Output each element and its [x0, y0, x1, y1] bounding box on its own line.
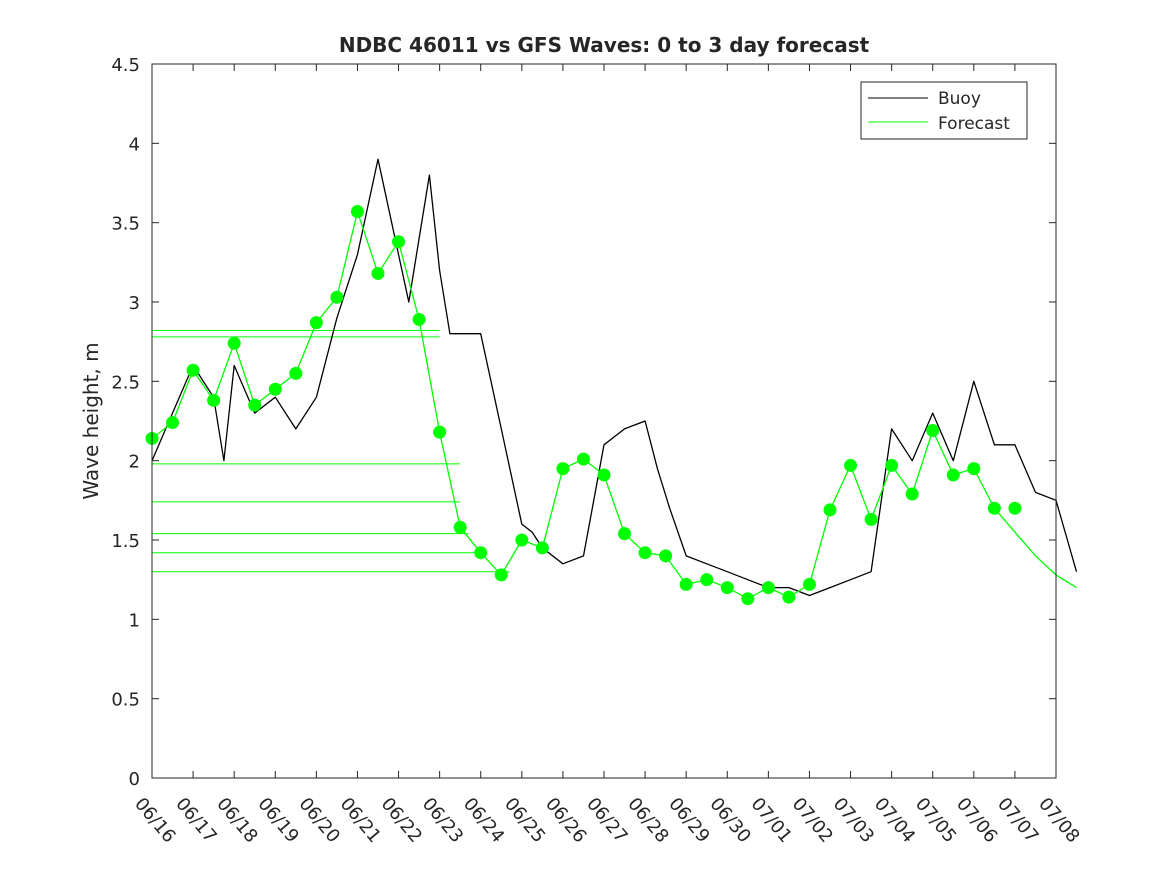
forecast-marker	[844, 458, 858, 472]
y-tick-label: 1	[129, 610, 140, 631]
forecast-marker	[618, 527, 632, 541]
forecast-marker	[494, 568, 508, 582]
forecast-marker	[330, 290, 344, 304]
forecast-marker	[371, 266, 385, 280]
forecast-marker	[782, 590, 796, 604]
forecast-marker	[679, 577, 693, 591]
forecast-marker	[412, 312, 426, 326]
y-axis-label: Wave height, m	[79, 342, 103, 499]
forecast-marker	[638, 546, 652, 560]
legend-forecast-label: Forecast	[938, 114, 1010, 134]
forecast-marker	[268, 382, 282, 396]
forecast-marker	[967, 462, 981, 476]
forecast-marker	[700, 573, 714, 587]
legend: Buoy Forecast	[860, 81, 1028, 140]
series-line-forecast	[151, 210, 1077, 600]
forecast-marker	[987, 501, 1001, 515]
forecast-marker	[433, 425, 447, 439]
legend-buoy-label: Buoy	[938, 89, 981, 109]
y-tick-label: 4	[129, 134, 140, 155]
reference-lines	[152, 330, 510, 573]
forecast-marker	[207, 393, 221, 407]
forecast-marker	[802, 577, 816, 591]
forecast-marker	[576, 452, 590, 466]
series-layer	[151, 158, 1078, 600]
series-line-buoy	[151, 158, 1078, 597]
forecast-marker	[474, 546, 488, 560]
y-tick-label: 2.5	[111, 372, 140, 393]
forecast-marker	[823, 503, 837, 517]
forecast-marker	[597, 468, 611, 482]
forecast-marker	[659, 549, 673, 563]
legend-box	[860, 81, 1028, 140]
forecast-marker	[248, 398, 262, 412]
forecast-marker	[864, 512, 878, 526]
y-tick-label: 3	[129, 293, 140, 314]
forecast-marker	[289, 366, 303, 380]
forecast-marker	[761, 581, 775, 595]
forecast-marker	[1008, 501, 1022, 515]
y-tick-label: 0	[129, 769, 140, 790]
forecast-marker	[720, 581, 734, 595]
forecast-marker	[556, 462, 570, 476]
forecast-marker	[926, 424, 940, 438]
y-tick-label: 2	[129, 452, 140, 473]
forecast-marker	[535, 541, 549, 555]
forecast-markers	[145, 205, 1022, 606]
plot-area	[152, 64, 1056, 778]
y-tick-label: 1.5	[111, 531, 140, 552]
forecast-marker	[227, 336, 241, 350]
forecast-marker	[186, 363, 200, 377]
forecast-marker	[515, 533, 529, 547]
y-tick-label: 4.5	[111, 55, 140, 76]
forecast-marker	[741, 592, 755, 606]
forecast-marker	[885, 458, 899, 472]
forecast-marker	[309, 316, 323, 330]
forecast-marker	[905, 487, 919, 501]
forecast-marker	[350, 205, 364, 219]
forecast-marker	[453, 520, 467, 534]
y-tick-label: 3.5	[111, 214, 140, 235]
chart-title: NDBC 46011 vs GFS Waves: 0 to 3 day fore…	[339, 33, 870, 57]
forecast-marker	[946, 468, 960, 482]
y-tick-label: 0.5	[111, 690, 140, 711]
forecast-marker	[166, 416, 180, 430]
forecast-marker	[392, 235, 406, 249]
